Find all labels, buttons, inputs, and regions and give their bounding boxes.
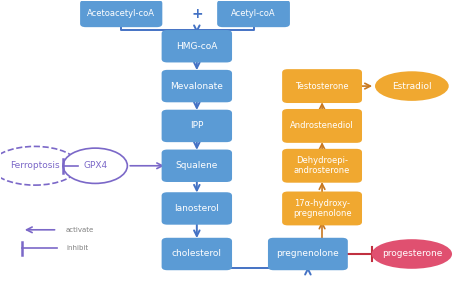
Text: Ferroptosis: Ferroptosis bbox=[10, 161, 60, 170]
FancyBboxPatch shape bbox=[162, 238, 232, 270]
Text: +: + bbox=[191, 7, 203, 21]
Text: pregnenolone: pregnenolone bbox=[276, 249, 339, 259]
Text: HMG-coA: HMG-coA bbox=[176, 42, 218, 51]
Text: Acetoacetyl-coA: Acetoacetyl-coA bbox=[87, 9, 155, 18]
Text: GPX4: GPX4 bbox=[83, 161, 107, 170]
FancyBboxPatch shape bbox=[268, 238, 348, 270]
FancyBboxPatch shape bbox=[282, 109, 362, 143]
FancyBboxPatch shape bbox=[282, 149, 362, 183]
Ellipse shape bbox=[375, 71, 449, 101]
Text: Mevalonate: Mevalonate bbox=[170, 82, 223, 91]
FancyBboxPatch shape bbox=[282, 192, 362, 225]
Text: Dehydroepi-
androsterone: Dehydroepi- androsterone bbox=[294, 156, 350, 176]
FancyBboxPatch shape bbox=[282, 69, 362, 103]
Text: progesterone: progesterone bbox=[382, 249, 442, 259]
Ellipse shape bbox=[0, 146, 78, 185]
Ellipse shape bbox=[63, 148, 128, 183]
Text: lanosterol: lanosterol bbox=[174, 204, 219, 213]
FancyBboxPatch shape bbox=[80, 0, 162, 27]
Ellipse shape bbox=[372, 239, 452, 269]
FancyBboxPatch shape bbox=[162, 110, 232, 142]
Text: inhibit: inhibit bbox=[66, 245, 88, 251]
Text: Androstenediol: Androstenediol bbox=[290, 122, 354, 130]
Text: Acetyl-coA: Acetyl-coA bbox=[231, 9, 276, 18]
Text: activate: activate bbox=[66, 227, 94, 233]
Text: cholesterol: cholesterol bbox=[172, 249, 222, 259]
Text: 17α-hydroxy-
pregnenolone: 17α-hydroxy- pregnenolone bbox=[293, 199, 351, 218]
FancyBboxPatch shape bbox=[162, 192, 232, 225]
Text: IPP: IPP bbox=[190, 122, 203, 130]
FancyBboxPatch shape bbox=[162, 70, 232, 102]
FancyBboxPatch shape bbox=[217, 0, 290, 27]
FancyBboxPatch shape bbox=[162, 30, 232, 62]
FancyBboxPatch shape bbox=[162, 150, 232, 182]
Text: Testosterone: Testosterone bbox=[295, 82, 349, 91]
Text: Estradiol: Estradiol bbox=[392, 82, 432, 91]
Text: Squalene: Squalene bbox=[176, 161, 218, 170]
